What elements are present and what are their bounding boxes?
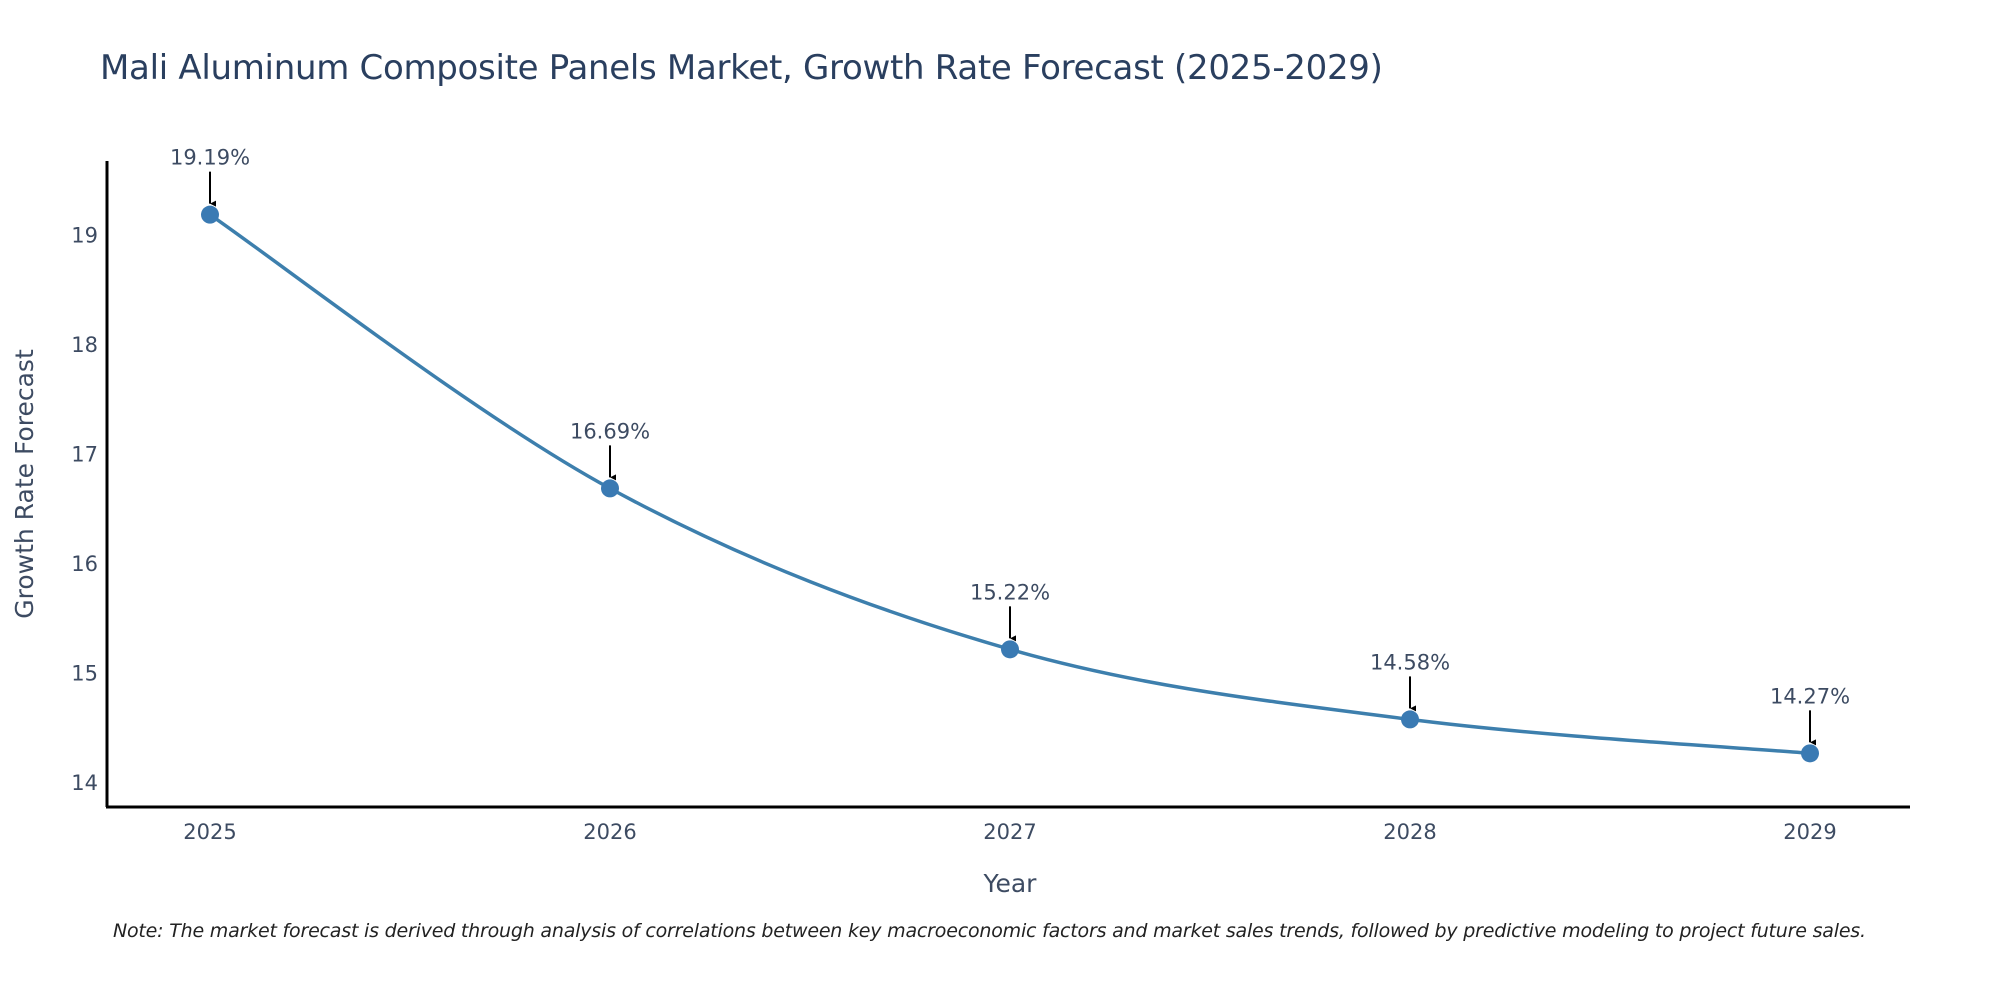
x-tick-label: 2027 — [983, 820, 1036, 844]
y-tick-label: 18 — [71, 333, 98, 357]
data-point[interactable] — [1401, 710, 1419, 729]
data-point[interactable] — [601, 479, 619, 498]
y-tick-label: 17 — [71, 442, 98, 466]
data-point[interactable] — [201, 205, 219, 224]
y-tick-label: 14 — [71, 771, 98, 795]
chart-title: Mali Aluminum Composite Panels Market, G… — [100, 48, 1383, 88]
chart-note: Note: The market forecast is derived thr… — [113, 920, 1866, 942]
x-tick-label: 2028 — [1383, 820, 1436, 844]
data-label: 14.58% — [1370, 650, 1450, 674]
x-tick-label: 2025 — [183, 820, 236, 844]
y-tick-label: 16 — [71, 552, 98, 576]
y-axis-title: Growth Rate Forecast — [10, 349, 39, 619]
data-point[interactable] — [1001, 640, 1019, 659]
data-label: 14.27% — [1770, 684, 1850, 708]
data-point[interactable] — [1801, 744, 1819, 763]
data-label: 15.22% — [970, 580, 1050, 604]
y-ticks: 14 15 16 17 18 19 — [71, 223, 98, 794]
x-tick-label: 2029 — [1783, 820, 1836, 844]
series — [201, 205, 1819, 763]
x-ticks: 2025 2026 2027 2028 2029 — [183, 820, 1836, 844]
axes — [105, 161, 1910, 809]
annotations: 19.19% 16.69% 15.22% 14.58% 14.27% — [170, 146, 1850, 746]
x-axis-title: Year — [983, 869, 1038, 898]
y-tick-label: 19 — [71, 223, 98, 247]
series-line — [209, 213, 1811, 756]
data-label: 16.69% — [570, 419, 650, 443]
data-label: 19.19% — [170, 146, 250, 170]
x-tick-label: 2026 — [583, 820, 636, 844]
y-tick-label: 15 — [71, 661, 98, 685]
